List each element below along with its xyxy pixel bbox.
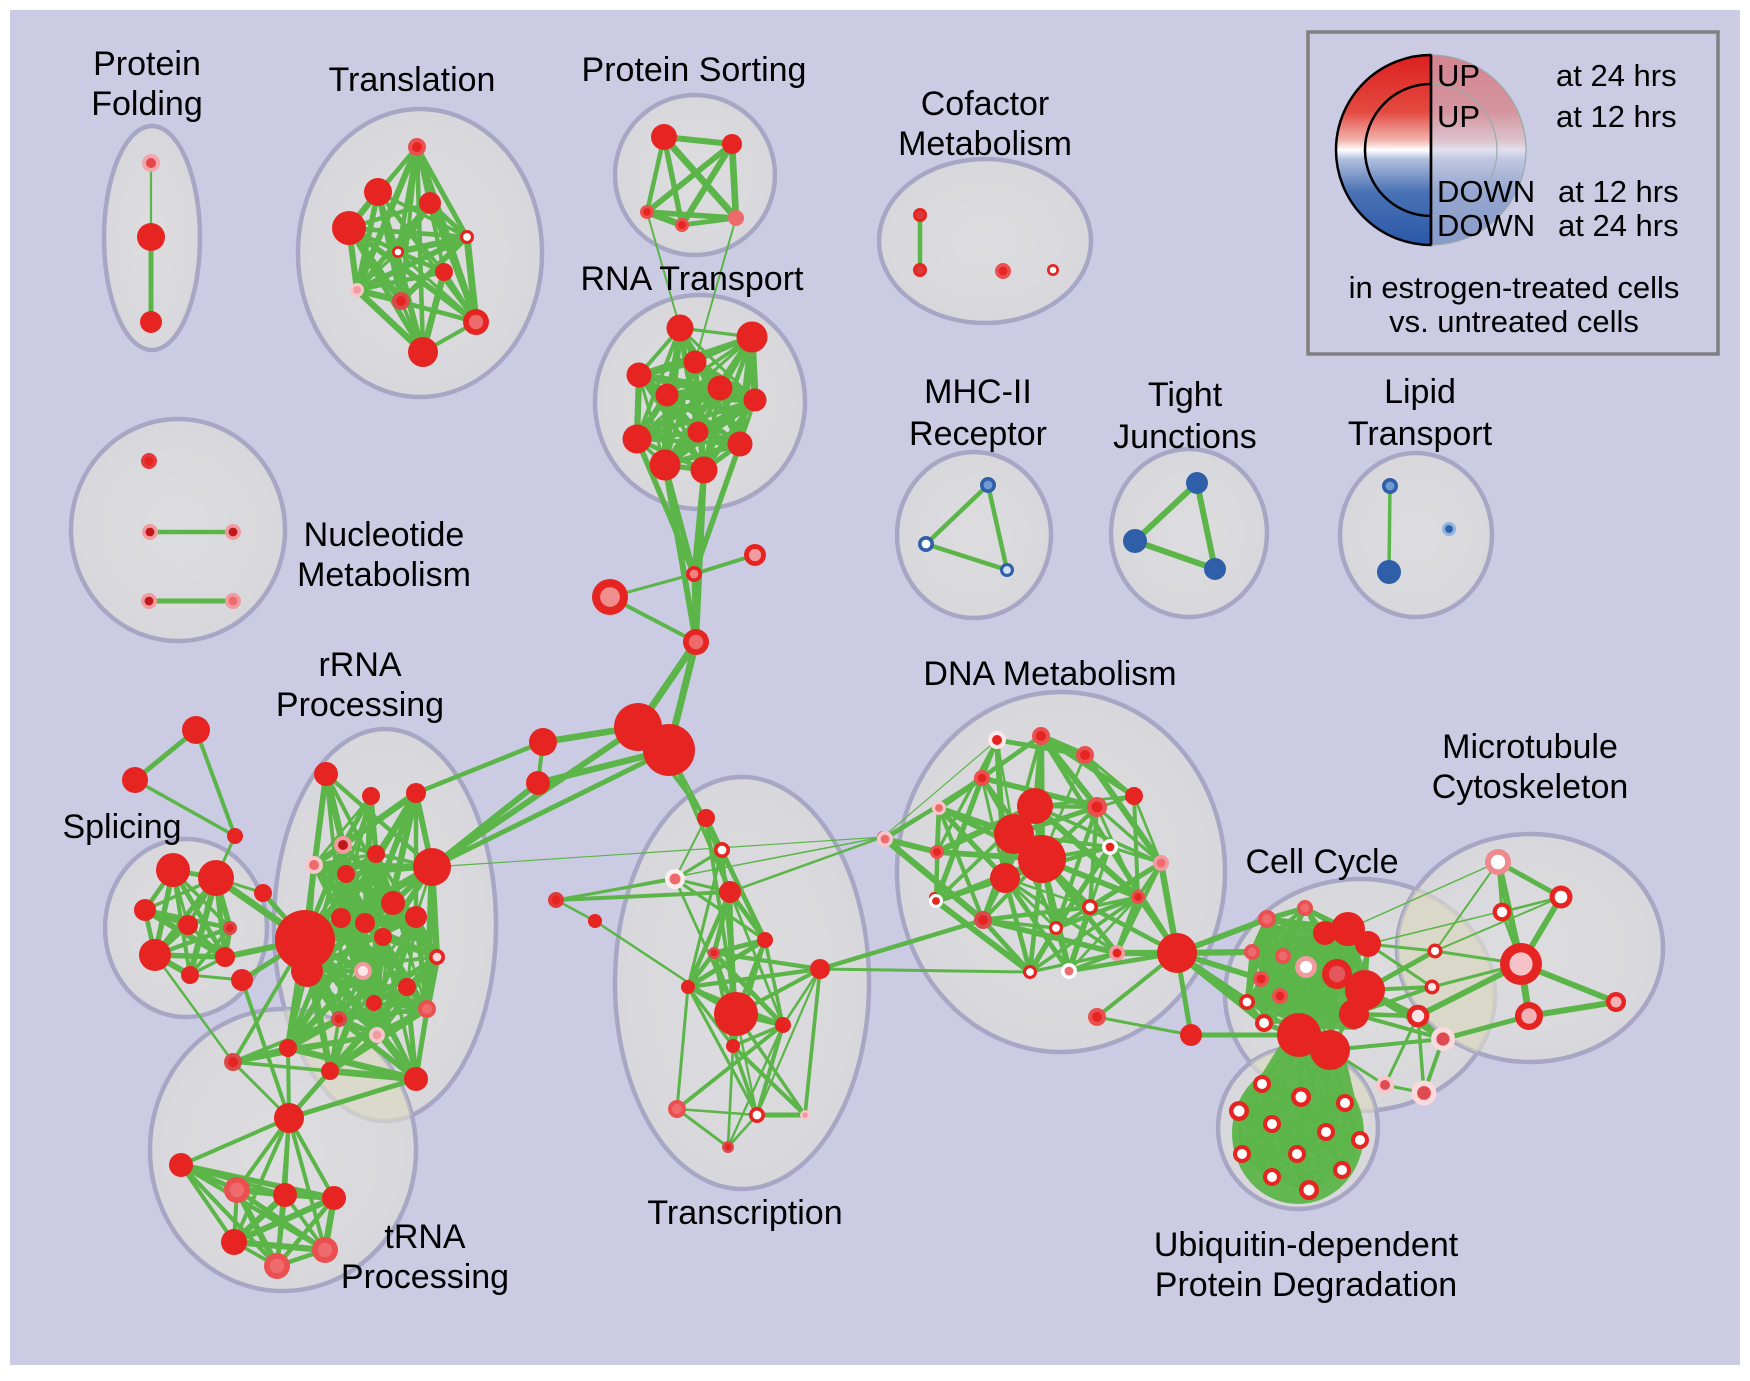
svg-text:rRNA: rRNA <box>318 646 401 684</box>
svg-text:Splicing: Splicing <box>62 808 181 846</box>
svg-text:Cofactor: Cofactor <box>921 85 1050 123</box>
svg-text:tRNA: tRNA <box>384 1218 466 1256</box>
svg-text:Cell Cycle: Cell Cycle <box>1245 843 1398 881</box>
svg-text:Processing: Processing <box>276 686 444 724</box>
svg-text:Cytoskeleton: Cytoskeleton <box>1432 768 1629 806</box>
svg-text:Protein Sorting: Protein Sorting <box>582 51 807 89</box>
svg-text:at 24 hrs: at 24 hrs <box>1556 58 1677 93</box>
svg-text:Metabolism: Metabolism <box>297 556 471 594</box>
svg-text:Lipid: Lipid <box>1384 373 1456 411</box>
svg-text:RNA Transport: RNA Transport <box>581 260 805 298</box>
svg-text:MHC-II: MHC-II <box>924 373 1032 411</box>
svg-text:UP: UP <box>1437 99 1480 134</box>
svg-text:Translation: Translation <box>329 61 496 99</box>
svg-text:in estrogen-treated cells: in estrogen-treated cells <box>1349 270 1680 305</box>
svg-text:Protein Degradation: Protein Degradation <box>1155 1266 1457 1304</box>
svg-text:vs. untreated cells: vs. untreated cells <box>1389 304 1639 339</box>
svg-text:Metabolism: Metabolism <box>898 125 1072 163</box>
svg-text:Ubiquitin-dependent: Ubiquitin-dependent <box>1154 1226 1459 1264</box>
svg-text:Protein: Protein <box>93 45 201 83</box>
svg-text:Tight: Tight <box>1148 376 1223 414</box>
svg-text:DOWN: DOWN <box>1437 174 1535 209</box>
svg-text:DNA Metabolism: DNA Metabolism <box>923 655 1176 693</box>
svg-text:UP: UP <box>1437 58 1480 93</box>
svg-text:Receptor: Receptor <box>909 415 1047 453</box>
svg-text:Nucleotide: Nucleotide <box>304 516 465 554</box>
svg-text:Processing: Processing <box>341 1258 509 1296</box>
svg-text:at 24 hrs: at 24 hrs <box>1558 208 1679 243</box>
svg-text:Junctions: Junctions <box>1113 418 1257 456</box>
svg-text:Microtubule: Microtubule <box>1442 728 1618 766</box>
svg-text:Transport: Transport <box>1348 415 1493 453</box>
svg-text:DOWN: DOWN <box>1437 208 1535 243</box>
svg-text:Transcription: Transcription <box>647 1194 842 1232</box>
svg-text:Folding: Folding <box>91 85 203 123</box>
svg-text:at 12 hrs: at 12 hrs <box>1558 174 1679 209</box>
svg-text:at 12 hrs: at 12 hrs <box>1556 99 1677 134</box>
